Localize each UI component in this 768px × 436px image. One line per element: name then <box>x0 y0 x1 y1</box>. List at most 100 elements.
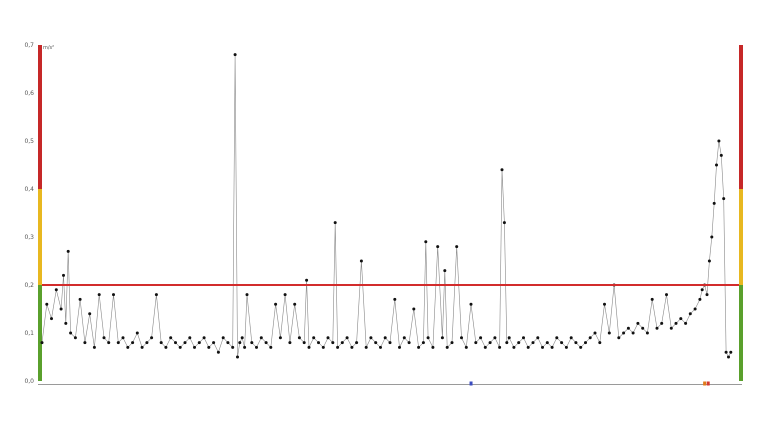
data-point <box>66 249 70 253</box>
data-point <box>231 345 235 349</box>
y-tick-label: 0,4 <box>24 186 34 193</box>
event-markers <box>469 381 710 386</box>
data-point <box>350 345 354 349</box>
data-point <box>197 341 201 345</box>
data-point <box>645 331 649 335</box>
data-point <box>626 326 630 330</box>
data-point <box>669 326 673 330</box>
event-marker <box>469 381 473 386</box>
data-point <box>522 336 525 340</box>
data-point <box>112 293 115 297</box>
data-point <box>655 326 659 330</box>
data-point <box>226 341 230 345</box>
data-point <box>607 331 611 335</box>
data-point <box>502 221 506 225</box>
data-point <box>412 307 416 311</box>
data-point <box>719 153 723 157</box>
data-point <box>393 297 397 301</box>
data-point <box>684 321 688 325</box>
data-point <box>159 341 163 345</box>
data-point <box>50 317 53 321</box>
data-point <box>688 312 692 316</box>
data-point <box>69 331 73 335</box>
data-point <box>710 235 714 239</box>
data-point <box>717 139 721 143</box>
data-point <box>212 341 216 345</box>
data-point <box>603 302 606 306</box>
data-point <box>464 345 468 349</box>
data-point <box>722 197 726 201</box>
data-point <box>140 345 144 349</box>
data-point <box>359 259 363 263</box>
data-point <box>545 341 549 345</box>
data-point <box>321 345 325 349</box>
data-point <box>221 336 225 340</box>
data-point <box>116 341 120 345</box>
data-point <box>121 336 125 340</box>
data-point <box>102 336 106 340</box>
data-point <box>383 336 387 340</box>
data-point <box>445 345 449 349</box>
data-point <box>135 331 139 335</box>
data-point <box>92 345 96 349</box>
data-point <box>302 341 306 345</box>
event-marker <box>703 381 707 386</box>
data-point <box>555 336 559 340</box>
data-point <box>326 336 330 340</box>
data-point <box>150 336 154 340</box>
right-zone-bar <box>739 45 743 381</box>
y-tick-label: 0,5 <box>24 138 34 145</box>
data-point <box>424 240 428 244</box>
data-point <box>183 341 187 345</box>
data-point <box>479 336 483 340</box>
data-point <box>40 341 44 345</box>
data-point <box>729 350 733 354</box>
data-point <box>512 345 516 349</box>
data-point <box>59 307 63 311</box>
data-point <box>450 341 454 345</box>
data-point <box>660 321 664 325</box>
data-point <box>402 336 406 340</box>
data-point <box>107 341 111 345</box>
data-point <box>588 336 592 340</box>
data-point <box>407 341 411 345</box>
data-point <box>278 336 282 340</box>
zone-segment <box>38 45 42 189</box>
data-point <box>250 341 254 345</box>
data-point <box>305 278 309 282</box>
data-point <box>169 336 173 340</box>
data-point <box>333 221 337 225</box>
data-point <box>443 269 447 273</box>
data-point <box>622 331 626 335</box>
data-point <box>505 341 509 345</box>
data-point <box>417 345 421 349</box>
data-point <box>379 345 382 349</box>
zone-segment <box>739 45 743 189</box>
data-point <box>45 302 49 306</box>
data-point <box>374 341 378 345</box>
y-tick-label: 0,2 <box>24 282 34 289</box>
data-point <box>364 345 368 349</box>
data-point <box>97 293 101 297</box>
data-point <box>355 341 359 345</box>
data-point <box>317 341 320 345</box>
data-point <box>455 245 459 249</box>
data-point <box>297 336 301 340</box>
data-point <box>336 345 340 349</box>
data-point <box>202 336 206 340</box>
data-point <box>715 163 718 167</box>
data-point <box>574 341 578 345</box>
data-point <box>216 350 220 354</box>
data-point <box>531 341 535 345</box>
data-point <box>245 293 249 297</box>
data-point <box>584 341 587 345</box>
data-point <box>498 345 502 349</box>
data-point <box>64 321 68 325</box>
data-point <box>440 336 444 340</box>
data-point <box>593 331 597 335</box>
data-point <box>288 341 292 345</box>
data-point <box>569 336 573 340</box>
data-point <box>541 345 544 349</box>
data-point <box>564 345 568 349</box>
